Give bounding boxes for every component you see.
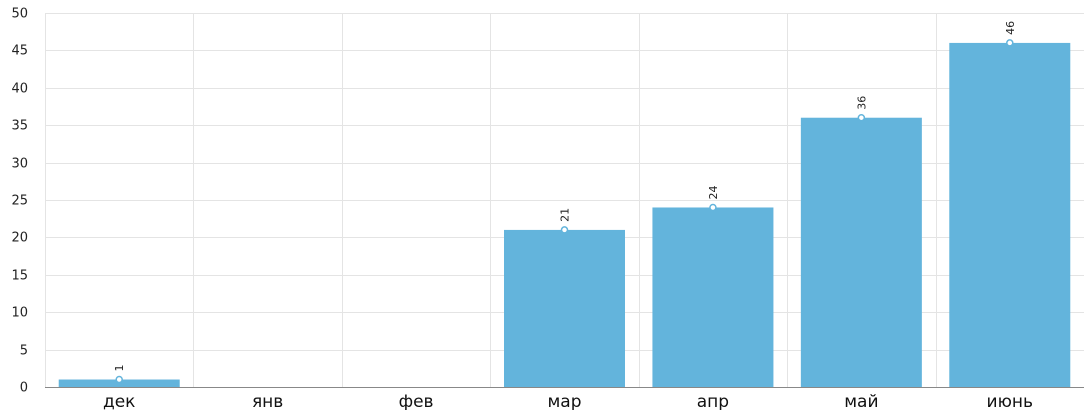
bar-мар <box>504 229 625 387</box>
x-category-label: янв <box>252 392 283 410</box>
bars <box>58 39 1071 388</box>
bar-marker <box>115 375 123 384</box>
data-label: 36 <box>855 96 868 110</box>
bar-marker <box>1006 39 1014 47</box>
axes <box>45 13 1084 388</box>
bar-июнь <box>949 42 1071 388</box>
bar-marker <box>857 113 866 122</box>
x-category-label: фев <box>399 392 434 410</box>
bar-marker <box>709 203 717 212</box>
y-tick-label: 45 <box>11 44 28 59</box>
x-axis-category-labels: дек янв фев мар апр май июнь <box>103 392 1033 410</box>
y-axis-tick-labels: 0 5 10 15 20 25 30 35 40 45 50 <box>11 7 28 396</box>
y-tick-label: 10 <box>11 306 28 321</box>
grid-lines <box>45 13 1084 387</box>
y-tick-label: 30 <box>11 157 28 172</box>
y-tick-label: 5 <box>20 344 28 359</box>
data-label: 21 <box>559 208 572 222</box>
x-category-label: май <box>844 392 878 410</box>
bar-marker <box>560 226 569 234</box>
y-tick-label: 0 <box>20 381 28 396</box>
x-category-label: мар <box>547 392 581 410</box>
y-tick-label: 25 <box>11 194 28 209</box>
data-label: 46 <box>1004 21 1017 35</box>
y-tick-label: 40 <box>11 82 28 97</box>
bar-апр <box>652 207 774 387</box>
data-label: 1 <box>113 365 126 372</box>
x-category-label: июнь <box>987 392 1034 410</box>
y-tick-label: 35 <box>11 119 28 134</box>
data-label: 24 <box>707 185 720 199</box>
y-tick-label: 50 <box>11 7 28 22</box>
x-category-label: апр <box>697 392 729 410</box>
y-tick-label: 15 <box>11 269 28 284</box>
y-tick-label: 20 <box>11 231 28 246</box>
data-labels: 1 21 24 36 46 <box>113 21 1017 372</box>
x-category-label: дек <box>103 392 135 410</box>
bar-май <box>800 117 922 387</box>
